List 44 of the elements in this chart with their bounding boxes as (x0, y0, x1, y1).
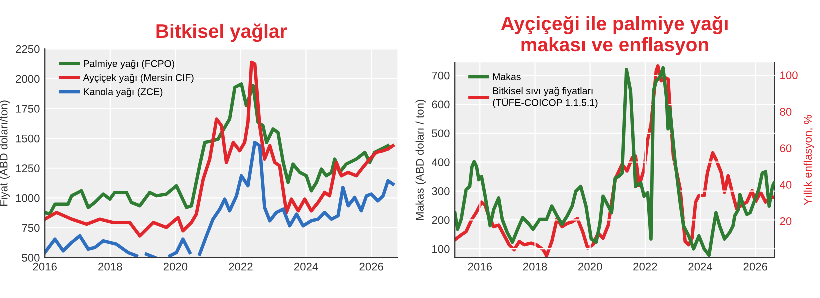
legend-label: Palmiye yağı (FCPO) (84, 60, 174, 70)
y2-tick-label: 20 (780, 218, 792, 226)
x-tick-label: 2024 (294, 262, 318, 271)
y-tick-label: 400 (432, 158, 450, 166)
x-tick-label: 2020 (578, 262, 602, 271)
legend-label: Ayçiçek yağı (Mersin CIF) (83, 74, 194, 84)
x-tick-label: 2022 (634, 262, 658, 271)
y-tick-label: 1250 (16, 164, 40, 173)
y-tick-label: 2250 (16, 45, 40, 54)
x-tick-label: 2018 (98, 262, 122, 271)
y-axis-title: Makas (ABD doları / ton) (416, 100, 426, 220)
y-tick-label: 500 (22, 254, 40, 262)
y-axis-title: Fiyat (ABD doları/ton) (0, 100, 10, 206)
y-tick-label: 1500 (16, 134, 40, 143)
y-tick-label: 500 (432, 130, 450, 138)
y2-tick-label: 100 (780, 72, 798, 80)
legend-label: Makas (493, 73, 521, 80)
y-tick-label: 200 (432, 216, 450, 224)
y-tick-label: 1000 (16, 194, 40, 202)
y-tick-label: 600 (432, 100, 450, 109)
line-series (45, 82, 390, 216)
y-tick-label: 2000 (16, 75, 40, 84)
chart-title: Ayçiçeği ile palmiye yağı makası ve enflasyon (501, 16, 728, 56)
y2-tick-label: 40 (780, 181, 792, 189)
y-tick-label: 1750 (16, 105, 40, 113)
legend-label: Kanola yağı (ZCE) (84, 88, 163, 98)
x-tick-label: 2022 (229, 262, 253, 271)
y-tick-label: 300 (432, 188, 450, 196)
x-tick-label: 2024 (688, 262, 713, 271)
y2-tick-label: 60 (780, 144, 792, 152)
x-tick-label: 2026 (360, 262, 384, 271)
chart-title: Bitkisel yağlar (156, 24, 288, 42)
legend-label: Bitkisel sıvı yağ fiyatları (TÜFE-COICOP 1.1.5.1) (493, 87, 598, 108)
line-series (45, 60, 395, 238)
y-tick-label: 750 (22, 224, 40, 232)
x-tick-label: 2016 (468, 262, 492, 271)
y-tick-label: 100 (432, 245, 450, 254)
x-tick-label: 2026 (744, 262, 768, 271)
y2-axis-title: Yıllık enflasyon, % (804, 115, 814, 206)
y-tick-label: 700 (432, 72, 450, 80)
y2-tick-label: 80 (780, 108, 792, 116)
x-tick-label: 2016 (33, 262, 57, 271)
x-tick-label: 2020 (164, 262, 188, 271)
x-tick-label: 2018 (523, 262, 548, 271)
